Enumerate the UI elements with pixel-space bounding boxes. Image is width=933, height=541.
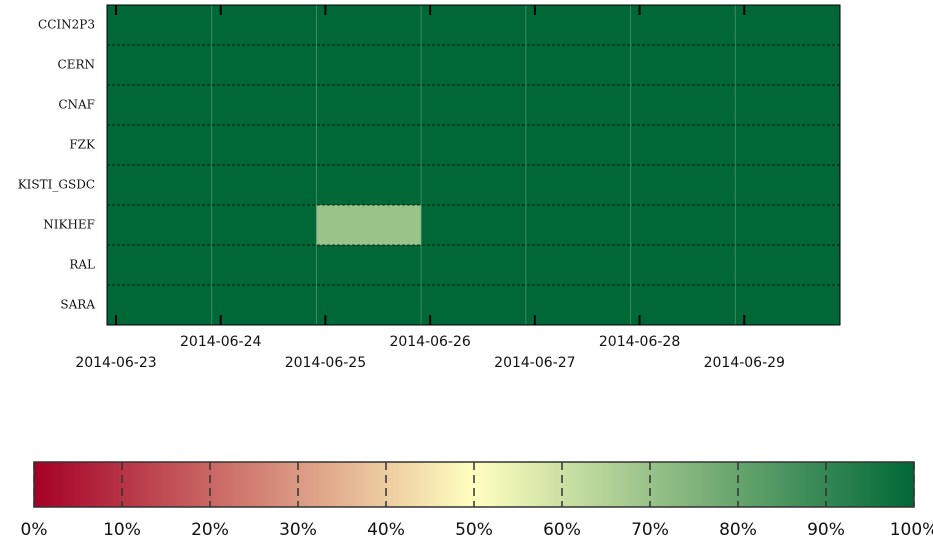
cell (316, 85, 422, 126)
cell (421, 5, 527, 46)
cell (525, 205, 632, 246)
cell (421, 245, 527, 286)
cell (630, 125, 736, 166)
x-tick-label: 2014-06-23 (75, 355, 156, 371)
cell (630, 5, 736, 46)
cell (211, 205, 317, 246)
cell (735, 165, 841, 206)
x-tick-label: 2014-06-27 (494, 355, 575, 371)
cell (107, 245, 213, 286)
row-label: FZK (69, 138, 96, 152)
cell (316, 5, 422, 46)
colorbar-tick-label: 60% (543, 520, 581, 540)
cell (316, 285, 422, 326)
row-label: SARA (60, 298, 95, 312)
cell (316, 245, 422, 286)
x-tick-label: 2014-06-29 (704, 355, 785, 371)
cell (107, 125, 213, 166)
cell (735, 205, 841, 246)
cell (107, 285, 213, 326)
colorbar-tick-label: 80% (719, 520, 757, 540)
colorbar-tick-label: 10% (103, 520, 141, 540)
row-label: CCIN2P3 (38, 18, 95, 32)
cell (211, 85, 317, 126)
cell (316, 45, 422, 86)
cell (211, 245, 317, 286)
cell (421, 165, 527, 206)
x-tick-label: 2014-06-26 (389, 334, 470, 350)
cell (316, 165, 422, 206)
row-label: CNAF (58, 98, 95, 112)
cell (630, 285, 736, 326)
cell (107, 85, 213, 126)
cell (211, 45, 317, 86)
cell (525, 165, 632, 206)
cell (421, 45, 527, 86)
cell (735, 45, 841, 86)
cell (421, 205, 527, 246)
cell (630, 85, 736, 126)
cell (735, 125, 841, 166)
cell (107, 45, 213, 86)
cell (211, 165, 317, 206)
cell (525, 125, 632, 166)
cell (630, 45, 736, 86)
colorbar-tick-label: 50% (455, 520, 493, 540)
cell (211, 5, 317, 46)
colorbar-tick-label: 20% (191, 520, 229, 540)
cell (316, 205, 422, 246)
x-tick-label: 2014-06-25 (285, 355, 366, 371)
cell (107, 165, 213, 206)
cell (525, 45, 632, 86)
row-label: KISTI_GSDC (18, 178, 95, 192)
cell (735, 245, 841, 286)
cell (735, 85, 841, 126)
cell (421, 285, 527, 326)
colorbar-tick-label: 30% (279, 520, 317, 540)
x-tick-label: 2014-06-24 (180, 334, 261, 350)
colorbar-tick-label: 40% (367, 520, 405, 540)
row-label: NIKHEF (43, 218, 95, 232)
cell (316, 125, 422, 166)
cell (525, 5, 632, 46)
colorbar-tick-label: 90% (807, 520, 845, 540)
cell (630, 165, 736, 206)
cell (735, 5, 841, 46)
row-label: RAL (69, 258, 95, 272)
cell (107, 205, 213, 246)
cell (107, 5, 213, 46)
cell (525, 285, 632, 326)
cell (211, 125, 317, 166)
cell (421, 125, 527, 166)
row-label: CERN (58, 58, 95, 72)
cell (735, 285, 841, 326)
cell (211, 285, 317, 326)
cell (630, 245, 736, 286)
cell (525, 85, 632, 126)
colorbar-tick-label: 70% (631, 520, 669, 540)
cell (630, 205, 736, 246)
colorbar-tick-label: 100% (890, 520, 933, 540)
cell (421, 85, 527, 126)
colorbar-tick-label: 0% (21, 520, 48, 540)
x-tick-label: 2014-06-28 (599, 334, 680, 350)
plot-frame (106, 4, 841, 326)
cell (525, 245, 632, 286)
